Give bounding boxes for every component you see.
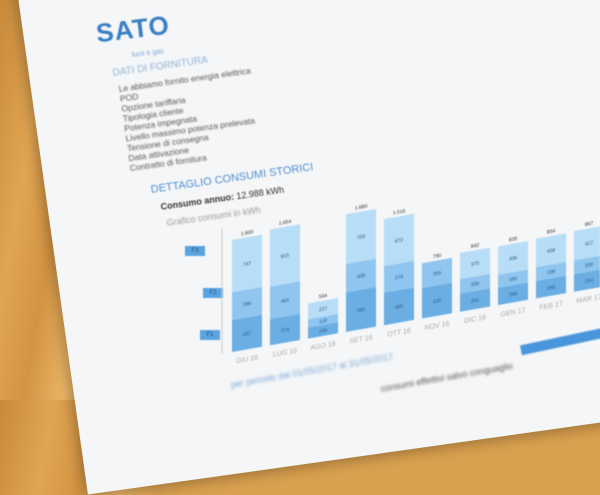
bar-segment-f2 [346,258,376,293]
bar-segment-f2 [460,273,490,294]
bar-total-label: 867 [585,221,594,228]
bar-value-label: 709 [357,234,366,241]
bar-value-label: 408 [547,248,556,255]
bar-value-label: 747 [243,261,252,268]
bar-segment-f3 [536,233,566,268]
bar-segment-f2 [308,313,338,328]
legend-f2: F2 [203,288,223,298]
bar-value-label: 565 [357,307,366,314]
bar-segment-f2 [574,254,600,275]
bar-segment-f1 [460,288,490,312]
x-tick-label: MAR 17 [576,294,600,305]
bar-segment-f3 [384,213,414,267]
bar-value-label: 465 [395,304,404,311]
bar-value-label: 200 [585,262,594,269]
bar-total-label: 790 [433,253,442,260]
bar-value-label: 250 [585,278,594,285]
bar-value-label: 406 [509,255,518,262]
bar-segment-f1 [270,313,300,346]
x-tick-label: DIC 16 [464,314,486,325]
bar-total-label: 504 [319,293,328,300]
bar-segment-f1 [574,268,600,292]
x-tick-label: OTT 16 [387,327,411,338]
x-tick-label: GEN 17 [501,307,526,318]
bar-segment-f1 [346,287,376,332]
bar-segment-f3 [346,209,376,264]
bar-segment-f1 [232,314,262,352]
legend-f1: F1 [200,330,220,340]
bar-segment-f2 [270,281,300,320]
bar-segment-f2 [232,287,262,321]
bar-value-label: 435 [433,298,442,305]
bar-value-label: 159 [319,328,328,335]
bar-segment-f3 [270,224,300,287]
bar-total-label: 842 [471,242,480,249]
x-tick-label: FEB 17 [539,301,562,312]
bar-value-label: 261 [471,297,480,304]
bar-total-label: 1.516 [393,208,406,216]
legend-f3: F3 [185,246,205,256]
bar-total-label: 1.654 [279,219,292,227]
bar-segment-f1 [498,282,528,306]
bar-value-label: 185 [509,276,518,283]
bar-segment-f2 [422,257,452,289]
bar-value-label: 248 [509,291,518,298]
bar-value-label: 379 [395,274,404,281]
bar-value-label: 355 [433,270,442,277]
bar-segment-f3 [574,225,600,261]
x-tick-label: LUG 16 [273,348,297,359]
bar-segment-f1 [422,282,452,319]
x-tick-label: AGO 16 [310,341,335,352]
bill-document: SATO luce e gas DATI DI FORNITURA Le abb… [94,10,600,394]
bar-value-label: 248 [547,284,556,291]
bar-value-label: 227 [319,306,328,313]
bar-value-label: 457 [243,331,252,338]
bar-segment-f3 [232,234,262,293]
bar-segment-f2 [498,269,528,288]
bar-total-label: 1.680 [355,204,368,212]
bar-value-label: 396 [243,301,252,308]
bar-total-label: 854 [547,228,556,235]
bar-value-label: 375 [471,261,480,268]
consumption-chart: 457 396 747 1.600 GIU 16 374 465 815 1.654 LUG 16… [221,204,600,365]
bar-segment-f1 [384,287,414,326]
x-tick-label: GIU 16 [236,354,258,365]
x-tick-label: NOV 16 [425,321,450,332]
bar-segment-f1 [536,275,566,299]
bar-segment-f2 [384,260,414,293]
bar-value-label: 406 [357,273,366,280]
x-tick-label: SET 16 [349,334,372,345]
bar-value-label: 374 [281,327,290,334]
bar-total-label: 839 [509,236,518,243]
bar-value-label: 465 [281,297,290,304]
bar-value-label: 206 [471,281,480,288]
bar-value-label: 118 [319,318,327,325]
bar-segment-f3 [460,247,490,280]
bar-value-label: 198 [547,269,556,276]
bar-value-label: 417 [585,240,594,247]
bar-segment-f2 [536,261,566,282]
bar-segment-f3 [498,241,528,275]
bar-value-label: 815 [281,253,290,260]
bar-segment-f1 [308,322,338,339]
bar-value-label: 672 [395,237,404,244]
bar-total-label: 1.600 [241,229,254,237]
bar-segment-f3 [308,298,338,320]
